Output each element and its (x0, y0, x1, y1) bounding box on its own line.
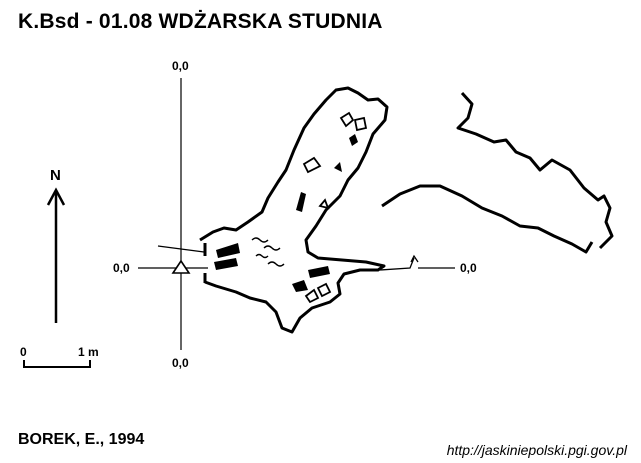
boulder-outline (302, 156, 322, 174)
boulder-outline (353, 116, 368, 132)
north-label: N (50, 167, 61, 184)
scale-bar-end-label: 1 m (78, 345, 99, 359)
boulder-outline (339, 111, 355, 128)
source-url: http://jaskiniepolski.pgi.gov.pl (446, 442, 627, 458)
rock-block (334, 162, 342, 172)
survey-station-marker (171, 259, 191, 274)
rock-block (296, 192, 306, 212)
terrain-outline-lower (381, 184, 594, 254)
grid-label-right: 0,0 (460, 261, 477, 275)
north-arrow: N (46, 167, 66, 323)
map-author: BOREK, E., 1994 (18, 431, 145, 448)
grid-label-bottom: 0,0 (172, 356, 189, 370)
reference-grid: 0,0 0,0 0,0 0,0 (113, 59, 477, 370)
sediment-mark (255, 253, 269, 259)
rock-block (292, 280, 308, 292)
boulder-outline (318, 198, 330, 210)
grid-label-top: 0,0 (172, 59, 189, 73)
boulder-outline (304, 288, 320, 304)
survey-pointer-right-arrow (410, 254, 419, 263)
sediment-mark (267, 261, 285, 267)
scale-bar-line (23, 360, 91, 368)
survey-pointer-right (379, 257, 415, 271)
map-title: K.Bsd - 01.08 WDŻARSKA STUDNIA (18, 10, 383, 33)
sediment-marks (251, 237, 285, 267)
terrain-outline-upper (456, 91, 614, 250)
cave-passage-outline (199, 86, 389, 334)
rock-block (308, 266, 330, 278)
boulder-outline (316, 282, 332, 298)
north-arrow-head (46, 187, 66, 206)
scale-bar: 0 1 m (20, 345, 99, 368)
rock-block (349, 134, 358, 146)
sediment-mark (251, 237, 269, 243)
sediment-mark (263, 245, 281, 251)
scale-bar-start-label: 0 (20, 345, 27, 359)
rock-block (216, 243, 240, 258)
grid-label-left: 0,0 (113, 261, 130, 275)
rock-block (214, 258, 238, 270)
survey-pointer-left (157, 245, 205, 253)
